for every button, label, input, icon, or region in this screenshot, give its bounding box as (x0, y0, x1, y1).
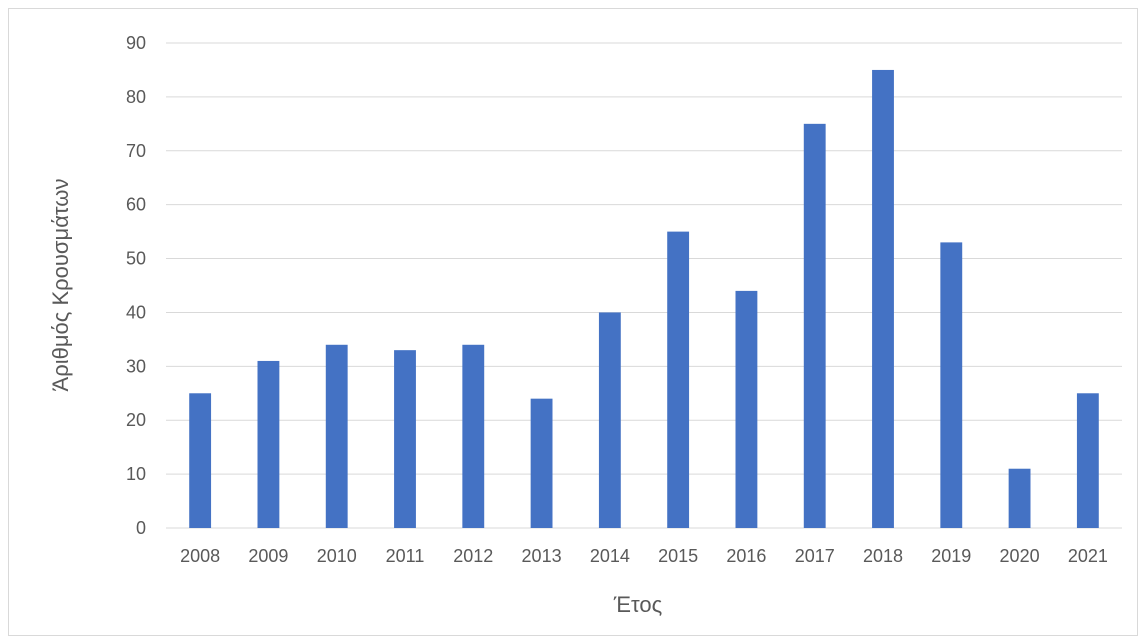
x-tick-label: 2012 (453, 546, 493, 566)
y-axis-title: Άριθμός Κρουσμάτων (48, 179, 73, 392)
bars (189, 69, 1099, 528)
y-tick-label: 60 (126, 195, 146, 215)
bar-2010 (325, 344, 348, 528)
y-tick-label: 70 (126, 141, 146, 161)
y-tick-label: 80 (126, 87, 146, 107)
y-tick-label: 10 (126, 464, 146, 484)
x-tick-label: 2013 (522, 546, 562, 566)
bar-2021 (1076, 393, 1099, 528)
x-tick-label: 2016 (726, 546, 766, 566)
x-tick-label: 2014 (590, 546, 630, 566)
x-tick-label: 2021 (1068, 546, 1108, 566)
y-tick-label: 90 (126, 33, 146, 53)
y-tick-label: 0 (136, 518, 146, 538)
x-tick-label: 2020 (1000, 546, 1040, 566)
bar-2013 (530, 398, 553, 528)
bar-2019 (940, 242, 963, 528)
bar-2009 (257, 360, 280, 528)
bar-2016 (735, 290, 758, 528)
bar-2015 (667, 231, 690, 528)
x-tick-label: 2015 (658, 546, 698, 566)
x-tick-label: 2019 (931, 546, 971, 566)
x-axis-title: Έτος (613, 592, 662, 617)
x-tick-label: 2017 (795, 546, 835, 566)
y-tick-label: 40 (126, 302, 146, 322)
bar-2017 (803, 123, 826, 528)
x-tick-label: 2008 (180, 546, 220, 566)
gridlines (166, 42, 1122, 529)
x-tick-label: 2009 (248, 546, 288, 566)
bar-2012 (462, 344, 485, 528)
bar-2011 (394, 350, 416, 528)
bar-2008 (189, 393, 212, 528)
x-tick-labels: 2008 2009 2010 2011 2012 2013 2014 2015 2016 2017… (180, 546, 1108, 566)
bar-2020 (1008, 468, 1031, 528)
bar-2014 (598, 312, 621, 528)
y-tick-label: 20 (126, 410, 146, 430)
y-tick-label: 50 (126, 249, 146, 269)
x-tick-label: 2018 (863, 546, 903, 566)
bar-2018 (872, 69, 894, 528)
y-tick-label: 30 (126, 356, 146, 376)
y-tick-labels: 0 10 20 30 40 50 60 70 80 90 (126, 33, 146, 538)
x-tick-label: 2011 (386, 546, 425, 566)
x-tick-label: 2010 (317, 546, 357, 566)
